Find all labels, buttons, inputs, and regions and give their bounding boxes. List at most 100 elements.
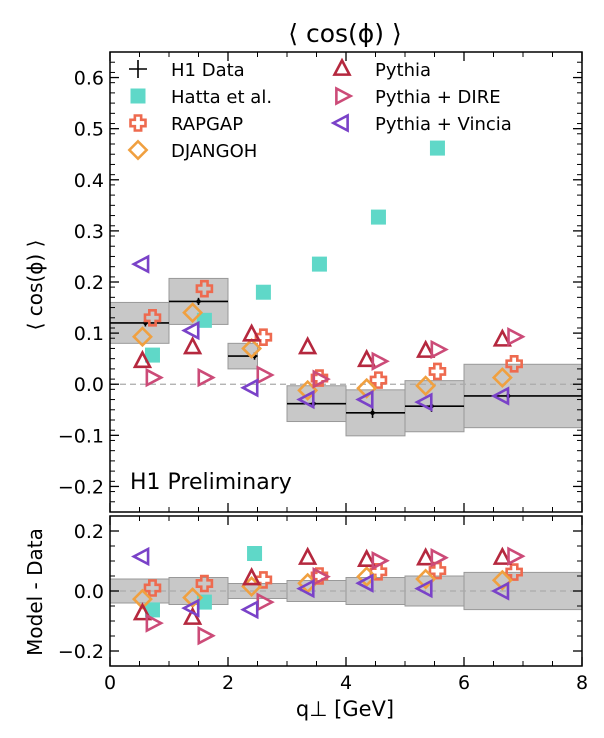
model-marker bbox=[369, 371, 388, 389]
model-marker bbox=[195, 279, 214, 298]
legend-item: Pythia + DIRE bbox=[335, 86, 501, 108]
top-model-markers bbox=[131, 140, 526, 412]
model-marker bbox=[297, 336, 318, 355]
model-marker bbox=[430, 339, 449, 360]
x-tick-label: 8 bbox=[576, 672, 588, 694]
legend-item: Pythia bbox=[332, 57, 431, 81]
model-marker bbox=[240, 378, 259, 398]
top-ytick-label: −0.2 bbox=[58, 476, 104, 498]
model-marker bbox=[414, 392, 433, 412]
residual-marker bbox=[131, 546, 150, 567]
residual-marker bbox=[312, 566, 331, 587]
model-marker bbox=[370, 209, 386, 225]
model-marker bbox=[131, 254, 150, 274]
residual-marker bbox=[356, 548, 377, 568]
residual-marker bbox=[247, 546, 263, 561]
residual-marker bbox=[490, 581, 510, 601]
top-ytick-label: 0.4 bbox=[74, 170, 104, 192]
top-y-label: ⟨ cos(ϕ) ⟩ bbox=[23, 240, 47, 331]
legend-item: DJANGOH bbox=[127, 139, 257, 162]
residual-marker bbox=[132, 602, 153, 621]
legend-label: DJANGOH bbox=[171, 141, 257, 162]
model-marker bbox=[197, 367, 216, 388]
residual-marker bbox=[415, 547, 436, 566]
legend-label: Pythia bbox=[375, 60, 431, 81]
model-marker bbox=[296, 389, 315, 410]
model-marker bbox=[131, 326, 153, 348]
model-marker bbox=[415, 339, 436, 358]
x-axis-label: q⊥ [GeV] bbox=[296, 697, 394, 721]
residual-marker bbox=[182, 587, 204, 609]
residual-marker bbox=[355, 573, 374, 593]
bottom-model-markers bbox=[131, 546, 526, 646]
model-marker bbox=[241, 337, 263, 359]
model-marker bbox=[196, 312, 212, 328]
model-marker bbox=[132, 349, 153, 369]
legend-item: H1 Data bbox=[129, 60, 245, 81]
residual-marker bbox=[369, 562, 388, 581]
residual-marker bbox=[371, 551, 390, 571]
residual-marker bbox=[414, 578, 433, 599]
legend-marker bbox=[130, 88, 146, 104]
model-marker bbox=[256, 365, 275, 385]
residual-marker bbox=[492, 546, 513, 565]
legend-item: RAPGAP bbox=[129, 114, 243, 135]
legend-label: Hatta et al. bbox=[171, 87, 272, 108]
legend-label: Pythia + DIRE bbox=[375, 87, 501, 108]
residual-marker bbox=[145, 613, 164, 633]
legend-marker bbox=[129, 114, 147, 132]
bottom-y-axis: −0.2 0.0 0.2 bbox=[58, 515, 582, 667]
model-marker bbox=[144, 347, 160, 363]
legend-item: Pythia + Vincia bbox=[330, 113, 512, 135]
model-marker bbox=[415, 375, 437, 397]
bottom-y-label: Model - Data bbox=[23, 528, 47, 656]
bottom-ytick-label: 0.0 bbox=[74, 581, 104, 603]
model-marker bbox=[312, 369, 331, 389]
model-marker bbox=[371, 351, 390, 371]
residual-marker bbox=[491, 569, 513, 591]
bottom-ytick-label: 0.2 bbox=[74, 521, 104, 543]
model-marker bbox=[182, 302, 204, 324]
model-marker bbox=[492, 328, 513, 347]
residual-marker bbox=[144, 602, 160, 618]
x-tick-label: 0 bbox=[104, 672, 116, 694]
residual-marker bbox=[197, 626, 216, 646]
residual-marker bbox=[297, 546, 318, 565]
top-ytick-label: 0.1 bbox=[74, 323, 104, 345]
model-marker bbox=[507, 327, 526, 347]
h1-preliminary-label: H1 Preliminary bbox=[130, 470, 292, 495]
residual-marker bbox=[181, 598, 200, 618]
model-marker bbox=[490, 386, 510, 406]
top-ytick-label: −0.1 bbox=[58, 425, 104, 447]
legend-label: H1 Data bbox=[171, 60, 245, 81]
model-marker bbox=[429, 140, 445, 156]
model-marker bbox=[311, 256, 327, 272]
model-marker bbox=[241, 323, 262, 342]
x-tick-label: 2 bbox=[222, 672, 234, 694]
legend-marker bbox=[335, 86, 354, 106]
residual-marker bbox=[356, 566, 378, 588]
residual-marker bbox=[195, 574, 214, 593]
model-marker bbox=[143, 308, 162, 327]
model-marker bbox=[428, 362, 447, 381]
top-ytick-label: 0.0 bbox=[74, 374, 104, 396]
model-marker bbox=[145, 367, 164, 388]
residual-marker bbox=[415, 568, 437, 590]
bottom-panel: −0.2 0.0 0.2 0 2 4 6 8 Model - Data q⊥ [GeV] bbox=[23, 515, 588, 721]
residual-marker bbox=[143, 579, 162, 597]
model-marker bbox=[181, 320, 200, 341]
model-marker bbox=[356, 348, 377, 368]
x-tick-label: 6 bbox=[458, 672, 470, 694]
top-ytick-label: 0.6 bbox=[74, 68, 104, 90]
residual-marker bbox=[131, 588, 153, 610]
model-marker bbox=[255, 284, 271, 300]
top-y-axis: −0.2 −0.1 0.0 0.1 0.2 0.3 0.4 0.5 0.6 bbox=[58, 51, 583, 513]
model-marker bbox=[356, 377, 378, 399]
top-panel: −0.2 −0.1 0.0 0.1 0.2 0.3 0.4 0.5 0.6 ⟨ cos(ϕ) ⟩… bbox=[23, 51, 583, 513]
top-ytick-label: 0.2 bbox=[74, 272, 104, 294]
residual-marker bbox=[182, 606, 203, 625]
legend: H1 Data Hatta et al. RAPGAP DJANGOH Pythia Py… bbox=[127, 57, 512, 162]
top-plot-frame bbox=[109, 51, 583, 513]
model-marker bbox=[505, 354, 523, 373]
